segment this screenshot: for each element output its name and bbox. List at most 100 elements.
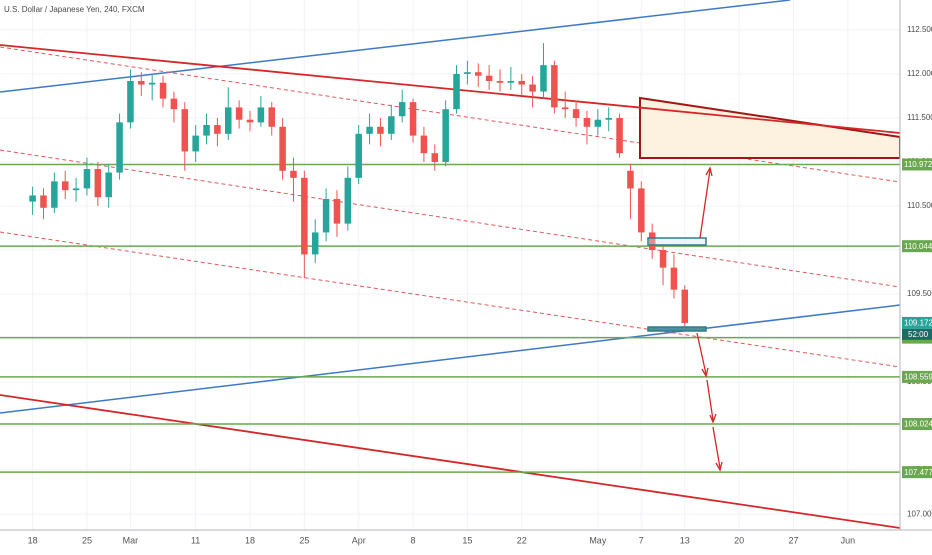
candle-body bbox=[605, 117, 612, 120]
candle-body bbox=[301, 177, 308, 255]
candle-body bbox=[431, 153, 439, 162]
x-tick-label: 27 bbox=[788, 535, 798, 545]
last-price-tag bbox=[902, 316, 932, 329]
x-tick-label: May bbox=[589, 535, 607, 545]
x-tick-label: Apr bbox=[352, 535, 366, 545]
candle-body bbox=[61, 181, 69, 191]
candle-body bbox=[638, 188, 645, 233]
candle-body bbox=[464, 72, 471, 74]
candle-body bbox=[138, 80, 145, 85]
channel-line bbox=[0, 149, 901, 288]
x-tick-label: 8 bbox=[411, 535, 416, 545]
candle-body bbox=[540, 65, 547, 92]
candle-body bbox=[388, 116, 395, 134]
x-tick-label: 15 bbox=[462, 535, 472, 545]
candle-body bbox=[181, 109, 189, 152]
x-tick-label: 18 bbox=[245, 535, 255, 545]
candle-body bbox=[529, 84, 536, 92]
candle-body bbox=[214, 125, 221, 134]
channel-line bbox=[0, 46, 901, 183]
candle-body bbox=[311, 232, 319, 255]
level-tag-label: 108.559 bbox=[904, 373, 932, 382]
candle-body bbox=[279, 126, 286, 171]
x-tick-label: 22 bbox=[517, 535, 527, 545]
candle-body bbox=[148, 82, 156, 85]
candle-body bbox=[159, 82, 167, 99]
candle-body bbox=[257, 107, 265, 123]
x-tick-label: 7 bbox=[639, 535, 644, 545]
grid-layer bbox=[0, 0, 900, 530]
candle-body bbox=[127, 80, 134, 123]
x-tick-label: Jun bbox=[841, 535, 856, 545]
countdown-label: 52:00 bbox=[908, 330, 929, 339]
candle-body bbox=[496, 80, 504, 83]
candle-body bbox=[442, 109, 449, 162]
candle-body bbox=[72, 188, 80, 191]
level-tag-label: 107.477 bbox=[904, 468, 932, 477]
candle-body bbox=[344, 177, 352, 224]
candle-body bbox=[594, 119, 602, 127]
candle-body bbox=[648, 232, 656, 251]
arrow bbox=[699, 169, 711, 239]
x-tick-label: 25 bbox=[299, 535, 309, 545]
candle-body bbox=[420, 135, 428, 154]
chart-title: U.S. Dollar / Japanese Yen, 240, FXCM bbox=[4, 5, 145, 14]
candle-body bbox=[268, 107, 275, 127]
candle-body bbox=[51, 181, 58, 208]
candle-body bbox=[94, 169, 102, 198]
candle-body bbox=[355, 133, 362, 178]
trend-line bbox=[0, 44, 901, 134]
y-tick-label: 112.500 bbox=[907, 25, 932, 34]
arrow-head bbox=[715, 461, 723, 472]
level-tag-label: 110.972 bbox=[904, 160, 932, 169]
arrow bbox=[696, 332, 707, 375]
candle-body bbox=[170, 98, 178, 110]
candle-body bbox=[83, 169, 91, 189]
arrow-head bbox=[701, 367, 709, 378]
candle-body bbox=[627, 170, 634, 189]
x-tick-label: 20 bbox=[734, 535, 744, 545]
candle-body bbox=[551, 65, 558, 108]
candle-body bbox=[203, 125, 210, 136]
candle-body bbox=[583, 117, 591, 127]
candle-body bbox=[322, 198, 330, 233]
y-tick-label: 112.000 bbox=[907, 69, 932, 78]
level-tag bbox=[902, 418, 932, 430]
levels-layer bbox=[0, 163, 900, 473]
x-tick-label: 13 bbox=[680, 535, 690, 545]
candle-body bbox=[507, 80, 515, 83]
level-tag-label: 108.024 bbox=[904, 420, 932, 429]
trend-line bbox=[0, 0, 791, 93]
candle-body bbox=[453, 73, 460, 110]
x-tick-label: 25 bbox=[82, 535, 92, 545]
y-tick-label: 109.500 bbox=[907, 289, 932, 298]
price-axis-bg bbox=[900, 0, 932, 550]
candle-body bbox=[225, 107, 232, 134]
arrow-head bbox=[709, 413, 717, 424]
countdown-tag bbox=[902, 328, 932, 340]
candle-body bbox=[475, 72, 482, 76]
level-tag bbox=[902, 370, 932, 383]
x-tick-label: 18 bbox=[28, 535, 38, 545]
candle-body bbox=[659, 250, 667, 268]
candle-body bbox=[290, 170, 297, 178]
channel-line bbox=[0, 231, 901, 368]
candle-body bbox=[333, 198, 341, 224]
axes-layer: 107.000107.500108.000108.500109.000109.5… bbox=[28, 25, 932, 545]
candle-body bbox=[235, 107, 243, 120]
trend-line bbox=[0, 304, 901, 414]
arrow-head bbox=[705, 166, 713, 177]
candle-body bbox=[572, 109, 580, 118]
candle-body bbox=[377, 126, 384, 134]
candle-body bbox=[409, 102, 417, 136]
trend-line bbox=[0, 394, 901, 529]
level-tag bbox=[902, 466, 932, 479]
last-price-label: 109.172 bbox=[904, 319, 932, 328]
y-tick-label: 110.500 bbox=[907, 201, 932, 210]
candle-body bbox=[192, 135, 199, 152]
candle-body bbox=[105, 172, 112, 198]
zone-box bbox=[647, 326, 707, 332]
candle-body bbox=[366, 126, 373, 134]
zone-box bbox=[647, 237, 707, 246]
